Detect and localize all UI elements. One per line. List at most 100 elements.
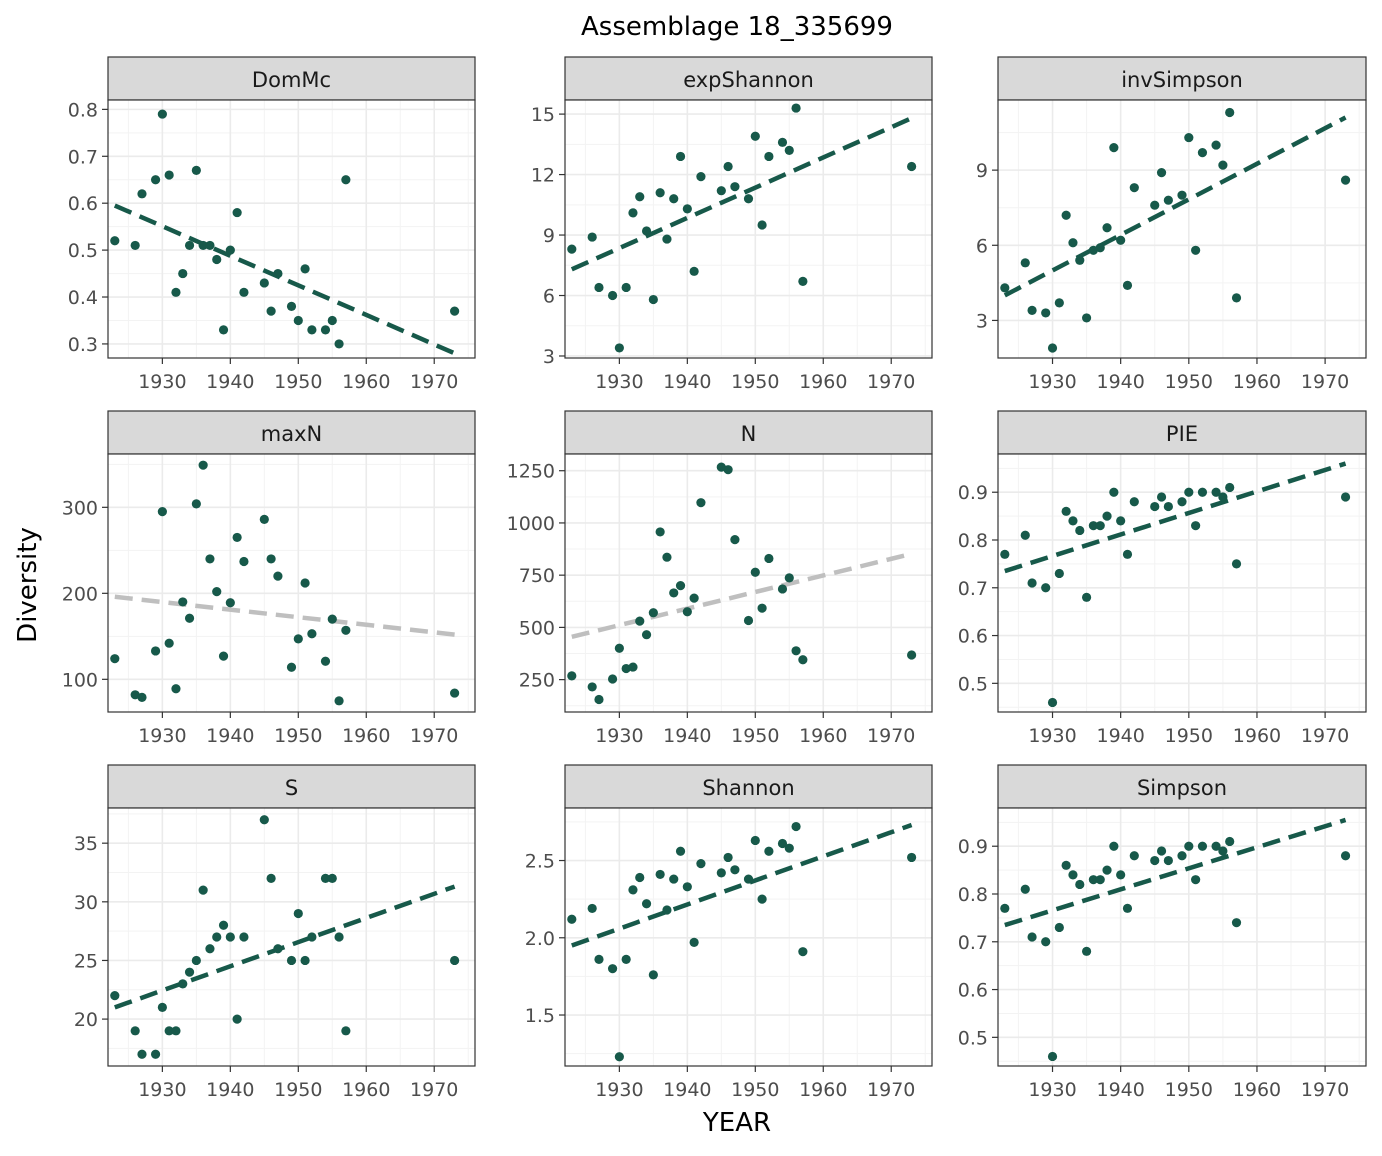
data-point — [218, 325, 229, 335]
facet-strip-label: DomMc — [252, 68, 331, 92]
data-point — [607, 674, 618, 684]
panel-background — [565, 100, 932, 358]
x-tick-label: 1960 — [342, 371, 390, 393]
data-point — [1095, 243, 1105, 253]
facet-expshannon: expShannon 1930 1940 1950 1960 1970 3 6 9 12 15 — [531, 56, 933, 393]
panel-border — [564, 807, 933, 1067]
data-point — [1061, 860, 1071, 870]
data-point — [798, 276, 808, 287]
data-point — [164, 638, 174, 648]
data-point — [784, 843, 794, 853]
data-point — [641, 899, 652, 909]
data-point — [1225, 836, 1235, 847]
x-tick-label: 1950 — [1165, 1079, 1213, 1101]
data-point — [225, 245, 235, 255]
data-point — [450, 955, 460, 966]
x-tick-label: 1940 — [1096, 725, 1144, 747]
y-tick-label: 3 — [976, 310, 988, 332]
data-point — [1095, 521, 1105, 531]
data-point — [137, 189, 147, 199]
data-point — [110, 236, 120, 246]
data-point — [198, 885, 208, 895]
y-tick-label: 0.5 — [68, 240, 98, 262]
y-tick-label: 750 — [519, 565, 555, 587]
trend-line — [570, 116, 913, 272]
y-tick-label: 0.5 — [958, 1027, 988, 1049]
data-point — [648, 294, 658, 305]
data-point — [150, 646, 161, 656]
data-point — [1163, 855, 1173, 866]
data-point — [635, 192, 645, 202]
data-point — [757, 220, 767, 230]
data-point — [675, 581, 686, 591]
y-tick-label: 0.3 — [68, 334, 98, 356]
facet-strip-label: S — [285, 776, 298, 800]
data-point — [675, 151, 686, 162]
data-point — [212, 587, 222, 597]
data-point — [205, 240, 215, 251]
facet-strip — [107, 56, 476, 101]
panel-border — [997, 99, 1367, 359]
data-point — [1041, 308, 1051, 318]
data-point — [614, 343, 624, 353]
data-point — [743, 194, 754, 204]
data-point — [266, 554, 276, 564]
data-point — [286, 301, 297, 311]
data-point — [1191, 521, 1201, 531]
x-tick-label: 1930 — [595, 371, 643, 393]
data-point — [1000, 549, 1010, 559]
trend-line — [114, 884, 456, 1010]
data-point — [1075, 879, 1085, 890]
x-tick-label: 1970 — [410, 725, 458, 747]
data-point — [273, 944, 283, 954]
data-point — [110, 991, 120, 1001]
x-tick-label: 1970 — [867, 1079, 915, 1101]
data-point — [716, 868, 726, 878]
x-axis-title: YEAR — [702, 1108, 771, 1138]
data-point — [641, 226, 652, 236]
x-tick-label: 1940 — [1096, 371, 1144, 393]
data-point — [1000, 903, 1010, 913]
facet-n: N 1930 1940 1950 1960 1970 250 500 750 1000 1250 — [507, 410, 933, 747]
data-point — [212, 254, 222, 265]
y-tick-label: 100 — [62, 669, 98, 691]
y-tick-label: 500 — [519, 617, 555, 639]
x-tick-label: 1950 — [1165, 371, 1213, 393]
data-point — [300, 955, 310, 966]
data-point — [1197, 148, 1208, 158]
data-point — [682, 607, 692, 617]
data-point — [1225, 482, 1235, 493]
data-point — [150, 175, 161, 185]
data-point — [1116, 870, 1126, 880]
data-point — [723, 852, 733, 863]
y-tick-label: 9 — [543, 225, 555, 247]
panel-background — [998, 454, 1366, 712]
data-point — [1020, 884, 1030, 894]
data-point — [764, 846, 774, 856]
data-point — [635, 872, 645, 883]
data-point — [334, 696, 344, 706]
data-point — [730, 182, 740, 192]
panel-border — [107, 99, 476, 359]
data-point — [218, 651, 229, 661]
y-tick-label: 0.4 — [68, 287, 98, 309]
data-point — [1054, 298, 1064, 308]
data-point — [757, 603, 767, 613]
panel-background — [998, 808, 1366, 1066]
y-tick-label: 9 — [976, 160, 988, 182]
x-tick-label: 1960 — [799, 371, 847, 393]
facet-strip-label: expShannon — [683, 68, 814, 92]
panel-border — [564, 99, 933, 359]
data-point — [1129, 183, 1139, 193]
data-point — [1191, 245, 1201, 255]
data-point — [1061, 210, 1071, 220]
data-point — [232, 207, 242, 218]
facet-strip-label: N — [741, 422, 757, 446]
data-point — [341, 1026, 351, 1036]
x-tick-label: 1970 — [1301, 371, 1349, 393]
data-point — [1068, 238, 1078, 248]
x-tick-label: 1970 — [410, 1079, 458, 1101]
data-point — [1102, 865, 1112, 875]
chart-title: Assemblage 18_335699 — [581, 12, 893, 42]
data-point — [1218, 846, 1228, 856]
